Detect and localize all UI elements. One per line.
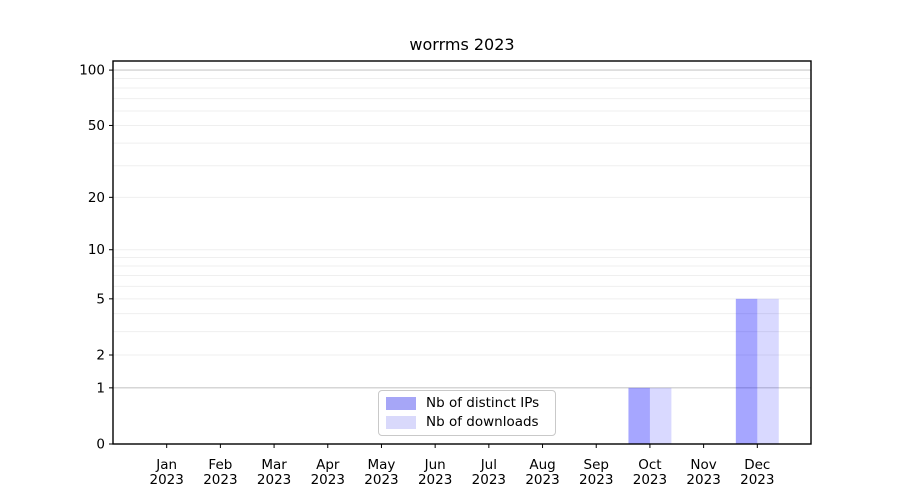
y-tick-label: 20	[88, 190, 105, 206]
y-tick-label: 100	[79, 63, 105, 79]
x-tick-label: Mar 2023	[257, 457, 291, 488]
legend: Nb of distinct IPs Nb of downloads	[378, 390, 556, 436]
y-tick-label: 5	[96, 291, 105, 307]
y-tick-label: 50	[88, 118, 105, 134]
x-tick-label: Nov 2023	[686, 457, 720, 488]
chart-title: worrms 2023	[409, 35, 515, 54]
legend-swatch-downloads	[386, 416, 416, 429]
y-tick-label: 10	[88, 242, 105, 258]
y-tick-label: 1	[96, 380, 105, 396]
x-tick-label: Aug 2023	[525, 457, 559, 488]
y-tick-label: 0	[96, 437, 105, 453]
y-tick-label: 2	[96, 347, 105, 363]
legend-row: Nb of downloads	[386, 415, 555, 430]
x-tick-label: Jan 2023	[150, 457, 184, 488]
x-tick-label: Sep 2023	[579, 457, 613, 488]
x-tick-label: Feb 2023	[203, 457, 237, 488]
plot-border	[112, 60, 812, 445]
x-tick-label: May 2023	[364, 457, 398, 488]
x-tick-label: Dec 2023	[740, 457, 774, 488]
legend-label-distinct-ips: Nb of distinct IPs	[426, 394, 540, 411]
x-tick-label: Jul 2023	[472, 457, 506, 488]
bar	[757, 298, 779, 444]
bar	[649, 387, 672, 444]
bar	[735, 298, 758, 444]
bar	[628, 387, 650, 444]
x-tick-label: Oct 2023	[633, 457, 667, 488]
legend-swatch-distinct-ips	[386, 397, 416, 410]
legend-label-downloads: Nb of downloads	[426, 413, 539, 430]
x-tick-label: Apr 2023	[311, 457, 345, 488]
legend-row: Nb of distinct IPs	[386, 396, 555, 411]
x-tick-label: Jun 2023	[418, 457, 452, 488]
